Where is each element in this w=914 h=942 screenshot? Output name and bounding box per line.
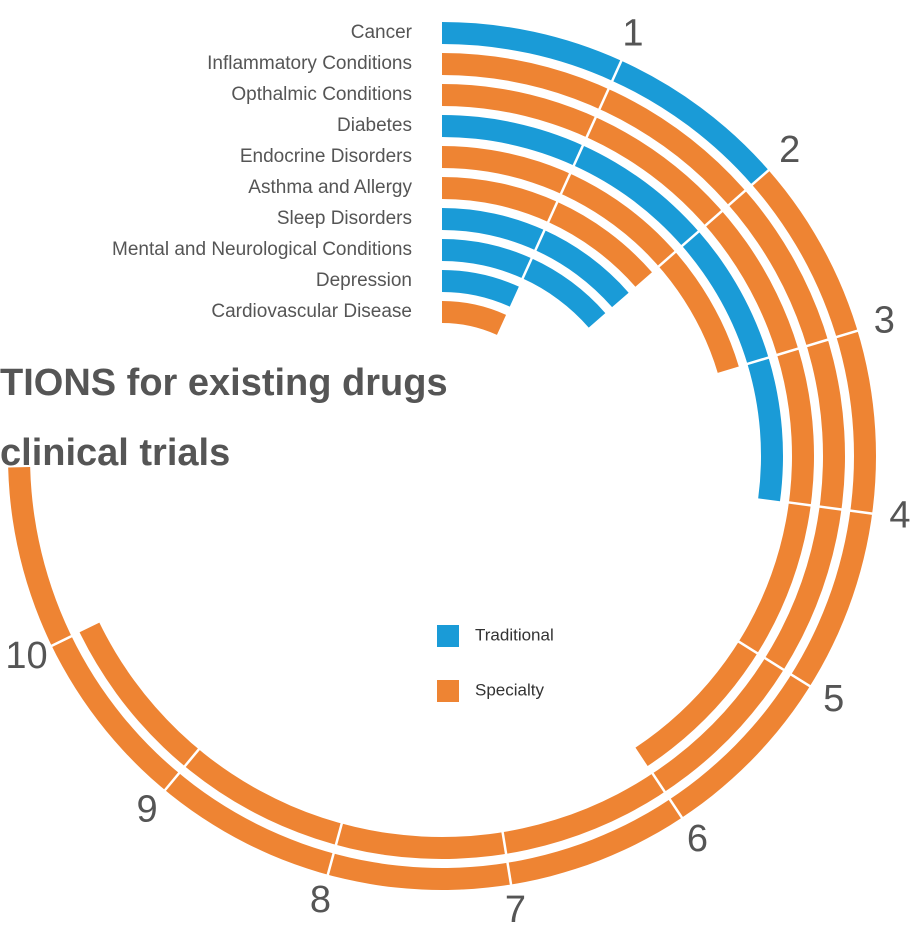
- divider: [163, 771, 181, 792]
- divider: [849, 509, 874, 515]
- divider: [572, 144, 585, 167]
- category-label: Sleep Disorders: [277, 208, 412, 229]
- divider: [657, 250, 677, 268]
- ring-segment: [442, 301, 507, 335]
- divider: [703, 209, 724, 228]
- divider: [521, 256, 534, 280]
- divider: [668, 797, 684, 820]
- divider: [651, 771, 667, 794]
- tick-label: 6: [687, 818, 708, 860]
- tick-label: 1: [622, 12, 643, 54]
- ring-segment: [442, 22, 769, 185]
- divider: [585, 115, 598, 139]
- category-label: Inflammatory Conditions: [207, 53, 412, 74]
- divider: [763, 656, 786, 672]
- divider: [533, 228, 547, 252]
- category-label: Cardiovascular Disease: [211, 301, 412, 322]
- tick-label: 7: [505, 889, 526, 931]
- divider: [610, 59, 623, 83]
- divider: [789, 672, 812, 688]
- divider: [787, 501, 812, 507]
- divider: [559, 172, 572, 196]
- tick-label: 10: [5, 635, 47, 677]
- divider: [750, 168, 771, 187]
- category-label: Diabetes: [337, 115, 412, 136]
- category-label: Mental and Neurological Conditions: [112, 239, 412, 260]
- divider: [775, 347, 800, 357]
- divider: [818, 505, 843, 511]
- tick-label: 2: [779, 129, 800, 171]
- dividers: [50, 59, 874, 886]
- ring-segment: [442, 177, 652, 287]
- ring-segment: [442, 239, 606, 328]
- divider: [737, 640, 759, 655]
- legend-swatch: [437, 680, 459, 702]
- divider: [727, 189, 747, 207]
- divider: [546, 200, 559, 224]
- rings: [8, 22, 877, 890]
- ring-segment: [442, 208, 629, 308]
- divider: [50, 634, 73, 648]
- tick-label: 3: [874, 300, 895, 342]
- divider: [326, 852, 336, 877]
- ring-segment: [442, 115, 783, 502]
- divider: [805, 338, 830, 348]
- divider: [183, 747, 201, 768]
- chart-title: TIONS for existing drugs: [0, 362, 448, 404]
- tick-label: 4: [889, 494, 910, 536]
- category-label: Opthalmic Conditions: [231, 84, 412, 105]
- divider: [334, 822, 344, 847]
- divider: [597, 87, 611, 111]
- ring-segment: [442, 146, 739, 373]
- divider: [746, 356, 770, 366]
- category-label: Cancer: [351, 22, 413, 43]
- divider: [835, 329, 859, 339]
- divider: [501, 830, 508, 856]
- legend-label: Traditional: [475, 625, 554, 644]
- ring-segment: [442, 270, 519, 307]
- category-label: Depression: [316, 270, 412, 291]
- chart-title: clinical trials: [0, 432, 230, 474]
- tick-label: 5: [823, 678, 844, 720]
- legend-swatch: [437, 625, 459, 647]
- legend-label: Specialty: [475, 680, 544, 699]
- tick-label: 9: [137, 789, 158, 831]
- category-label: Asthma and Allergy: [248, 177, 412, 198]
- tick-label: 8: [310, 879, 331, 921]
- divider: [680, 229, 701, 248]
- category-label: Endocrine Disorders: [240, 146, 412, 167]
- divider: [506, 861, 513, 886]
